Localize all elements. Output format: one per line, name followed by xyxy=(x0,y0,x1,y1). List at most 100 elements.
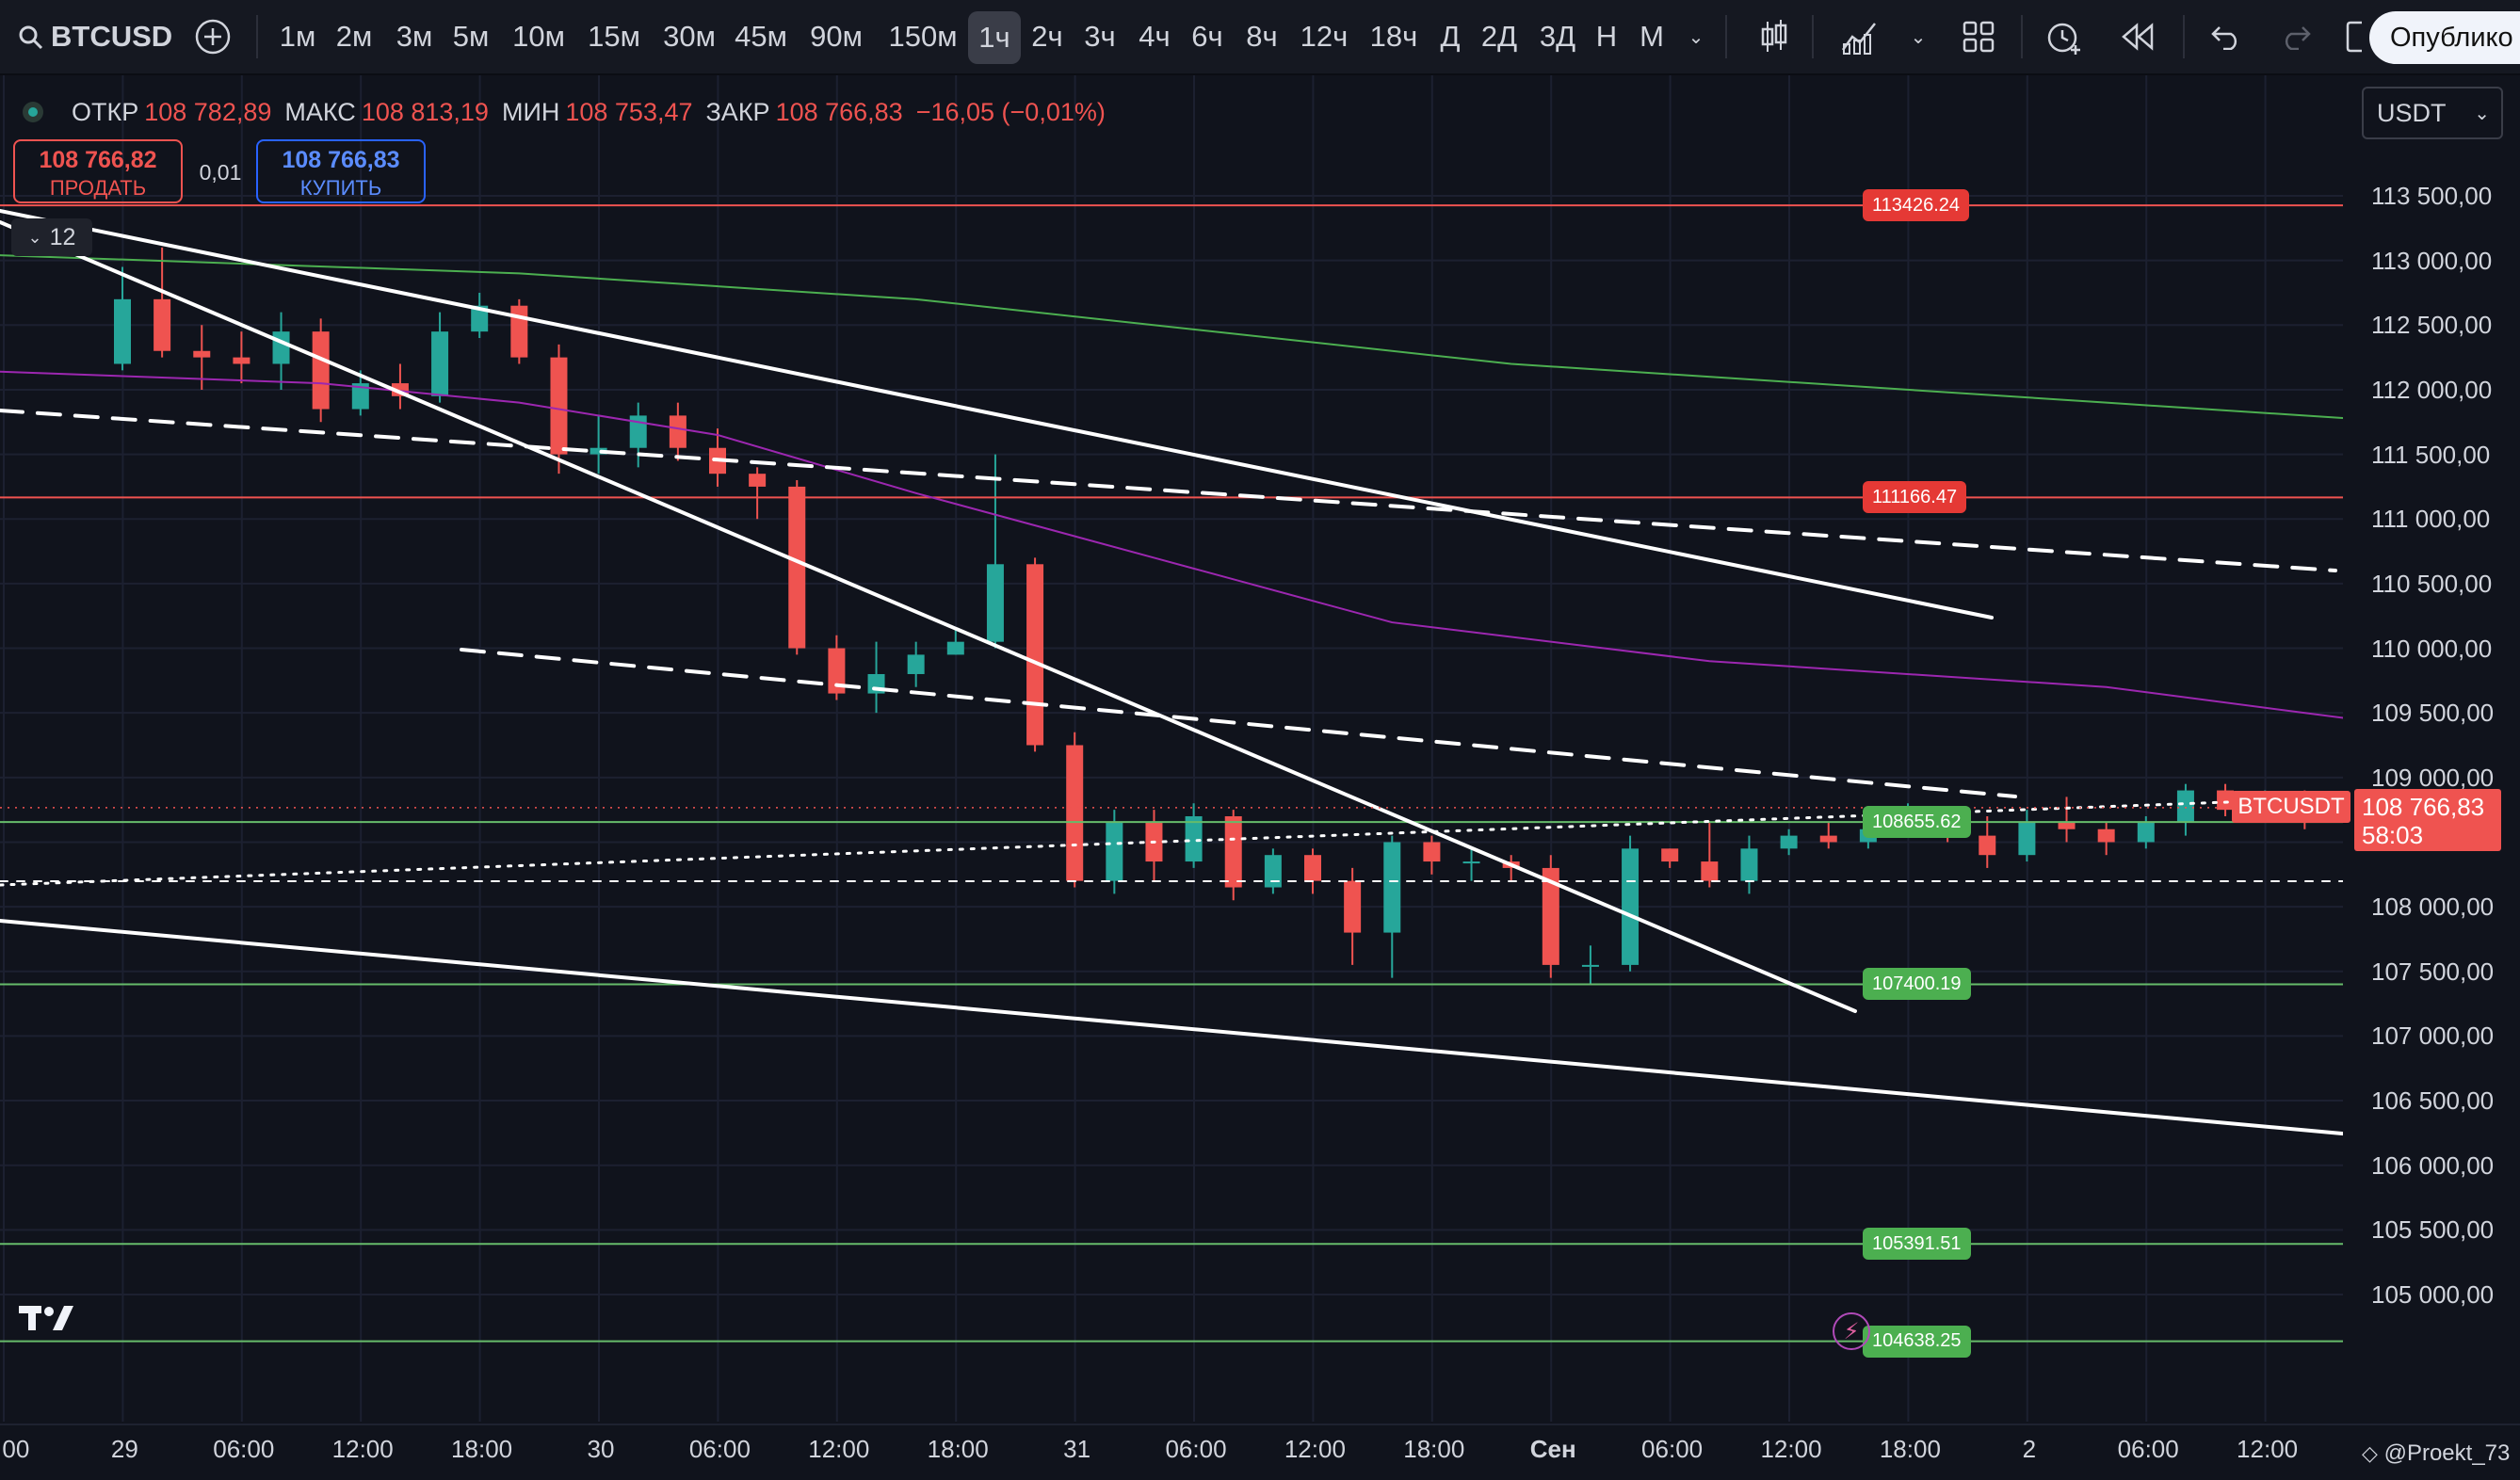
candle-body xyxy=(749,474,767,487)
candle-body xyxy=(1304,855,1321,881)
fullscreen-icon[interactable] xyxy=(2343,0,2366,73)
interval-button-21[interactable]: Н xyxy=(1595,20,1618,53)
moving-average-purple xyxy=(0,370,2520,742)
time-tick-label: 18:00 xyxy=(927,1435,989,1463)
interval-button-6[interactable]: 30м xyxy=(663,20,716,53)
price-axis[interactable] xyxy=(2343,75,2520,1422)
candle-body xyxy=(1344,880,1362,933)
level-price-tag[interactable]: 105391.51 xyxy=(1863,1228,1971,1261)
alert-clock-icon[interactable] xyxy=(2040,0,2089,73)
interval-button-13[interactable]: 4ч xyxy=(1139,20,1171,53)
trend-line-lower xyxy=(0,919,2354,1136)
candles-chart-type-icon[interactable] xyxy=(1753,0,1795,73)
indicators-dropdown-chevron-icon[interactable]: ⌄ xyxy=(1910,26,1927,48)
interval-button-16[interactable]: 12ч xyxy=(1300,20,1349,53)
candle-body xyxy=(2176,790,2194,823)
ohlc-legend: ОТКР 108 782,89 МАКС 108 813,19 МИН 108 … xyxy=(23,92,1119,132)
time-tick-label: 12:00 xyxy=(331,1435,394,1463)
high-label: МАКС xyxy=(284,97,356,126)
buy-price: 108 766,83 xyxy=(282,147,400,173)
price-tick-label: 110 500,00 xyxy=(2371,569,2493,598)
level-price-tag[interactable]: 104638.25 xyxy=(1863,1325,1971,1358)
interval-button-1[interactable]: 2м xyxy=(335,20,373,53)
trend-line-steep xyxy=(0,220,1857,1013)
interval-button-15[interactable]: 8ч xyxy=(1246,20,1278,53)
price-tick-label: 110 000,00 xyxy=(2371,634,2493,663)
last-price-label: 108 766,83 58:03 xyxy=(2354,789,2501,851)
price-tick-label: 108 000,00 xyxy=(2371,893,2495,922)
interval-button-14[interactable]: 6ч xyxy=(1191,20,1223,53)
sell-button[interactable]: 108 766,82 ПРОДАТЬ xyxy=(13,139,183,203)
price-tick-label: 111 000,00 xyxy=(2371,505,2491,534)
candle-body xyxy=(1661,848,1679,862)
price-tick-label: 111 500,00 xyxy=(2371,440,2491,469)
time-tick-label: Сен xyxy=(1529,1435,1576,1463)
interval-button-8[interactable]: 90м xyxy=(810,20,863,53)
chevron-down-icon: ⌄ xyxy=(27,227,42,247)
layout-grid-icon[interactable] xyxy=(1957,0,2000,73)
candle-body xyxy=(272,331,290,364)
interval-button-18[interactable]: Д xyxy=(1440,20,1461,53)
indicators-collapse-toggle[interactable]: ⌄ 12 xyxy=(11,218,92,256)
time-tick-label: 06:00 xyxy=(688,1435,751,1463)
interval-button-22[interactable]: М xyxy=(1640,20,1664,53)
top-toolbar: BTCUSD 1м 2м 3м 5м 10м 15м 30м 45м 90м 150м 1ч 2ч 3ч… xyxy=(0,0,2520,75)
high-value: 108 813,19 xyxy=(361,97,489,126)
interval-button-20[interactable]: 3Д xyxy=(1539,20,1576,53)
tradingview-logo[interactable] xyxy=(19,1297,77,1344)
level-price-tag[interactable]: 113426.24 xyxy=(1863,189,1970,222)
currency-select[interactable]: USDT ⌄ xyxy=(2362,87,2503,139)
search-icon[interactable] xyxy=(8,0,53,73)
candle-body xyxy=(431,331,449,396)
lightning-event-icon[interactable]: ⚡ xyxy=(1833,1312,1870,1350)
undo-icon[interactable] xyxy=(2205,0,2247,73)
compare-add-icon[interactable] xyxy=(188,0,237,73)
interval-button-4[interactable]: 10м xyxy=(512,20,565,53)
spread-value: 0,01 xyxy=(199,160,242,185)
interval-button-17[interactable]: 18ч xyxy=(1369,20,1418,53)
visibility-dot-icon[interactable] xyxy=(23,102,43,122)
redo-icon[interactable] xyxy=(2275,0,2317,73)
time-tick-label: 18:00 xyxy=(1879,1435,1941,1463)
interval-button-19[interactable]: 2Д xyxy=(1480,20,1518,53)
interval-button-0[interactable]: 1м xyxy=(279,20,316,53)
time-tick-label: 3:00 xyxy=(0,1435,30,1463)
level-price-tag[interactable]: 108655.62 xyxy=(1863,806,1971,839)
interval-button-7[interactable]: 45м xyxy=(735,20,787,53)
time-tick-label: 06:00 xyxy=(1641,1435,1704,1463)
time-tick-label: 06:00 xyxy=(213,1435,275,1463)
interval-button-3[interactable]: 5м xyxy=(452,20,490,53)
time-tick-label: 31 xyxy=(1063,1435,1091,1463)
interval-button-10[interactable]: 1ч xyxy=(968,11,1021,64)
interval-dropdown-chevron-icon[interactable]: ⌄ xyxy=(1688,26,1704,48)
publish-button[interactable]: Опублико xyxy=(2369,11,2520,64)
time-tick-label: 06:00 xyxy=(2117,1435,2179,1463)
interval-button-5[interactable]: 15м xyxy=(588,20,640,53)
interval-button-11[interactable]: 2ч xyxy=(1031,20,1063,53)
time-tick-label: 12:00 xyxy=(1760,1435,1822,1463)
replay-rewind-icon[interactable] xyxy=(2115,0,2160,73)
price-tick-label: 112 500,00 xyxy=(2371,311,2493,340)
indicators-icon[interactable] xyxy=(1836,0,1883,73)
candle-body xyxy=(1462,861,1480,864)
candle-body xyxy=(1066,745,1084,881)
level-price-tag[interactable]: 107400.19 xyxy=(1863,968,1971,1001)
buy-button[interactable]: 108 766,83 КУПИТЬ xyxy=(256,139,426,203)
time-tick-label: 18:00 xyxy=(451,1435,513,1463)
candle-body xyxy=(1780,835,1798,849)
candle-body xyxy=(907,654,925,674)
level-price-tag[interactable]: 111166.47 xyxy=(1863,481,1967,514)
interval-button-9[interactable]: 150м xyxy=(888,20,958,53)
symbol-search-button[interactable]: BTCUSD xyxy=(51,20,173,53)
time-axis[interactable] xyxy=(0,1424,2520,1480)
candle-body xyxy=(669,415,687,448)
price-tick-label: 109 500,00 xyxy=(2371,699,2495,728)
interval-button-12[interactable]: 3ч xyxy=(1084,20,1116,53)
candle-body xyxy=(1622,848,1640,965)
candle-body xyxy=(1542,867,1559,965)
candle-body xyxy=(1224,816,1242,888)
time-tick-label: 30 xyxy=(587,1435,615,1463)
bar-countdown: 58:03 xyxy=(2362,821,2424,849)
interval-button-2[interactable]: 3м xyxy=(396,20,433,53)
